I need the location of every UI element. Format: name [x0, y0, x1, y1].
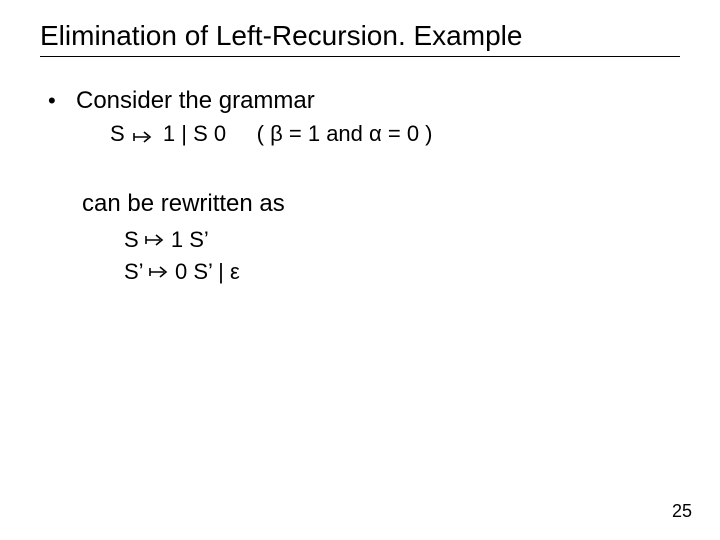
g2b-rhs-prefix: 0 S’ | [169, 259, 230, 284]
alpha-symbol: α [369, 121, 382, 146]
arrow-icon [149, 259, 169, 284]
g2a-lhs: S [124, 227, 145, 252]
note-open: ( [257, 121, 270, 146]
bullet-icon: • [48, 88, 76, 114]
rewrite-text: can be rewritten as [82, 190, 680, 218]
slide-title: Elimination of Left-Recursion. Example [40, 20, 680, 57]
grammar-rule-1: S 1 S’ [124, 224, 680, 256]
g2a-rhs: 1 S’ [165, 227, 209, 252]
bullet-text: Consider the grammar [76, 87, 315, 115]
bullet-item: • Consider the grammar [48, 87, 680, 115]
grammar-rule-2: S’ 0 S’ | ε [124, 256, 680, 288]
grammar-rewritten: S 1 S’ S’ 0 S’ | ε [124, 224, 680, 288]
grammar-rhs: 1 | S 0 [157, 121, 226, 146]
beta-symbol: β [270, 121, 283, 146]
grammar-original: S 1 | S 0 ( β = 1 and α = 0 ) [110, 121, 680, 150]
slide: Elimination of Left-Recursion. Example •… [0, 0, 720, 540]
note-eq2: = 0 ) [382, 121, 433, 146]
epsilon-symbol: ε [230, 259, 240, 284]
g2b-lhs: S’ [124, 259, 149, 284]
grammar-lhs: S [110, 121, 131, 146]
page-number: 25 [672, 501, 692, 522]
arrow-icon [133, 124, 153, 150]
arrow-icon [145, 227, 165, 252]
note-eq1: = 1 and [283, 121, 369, 146]
